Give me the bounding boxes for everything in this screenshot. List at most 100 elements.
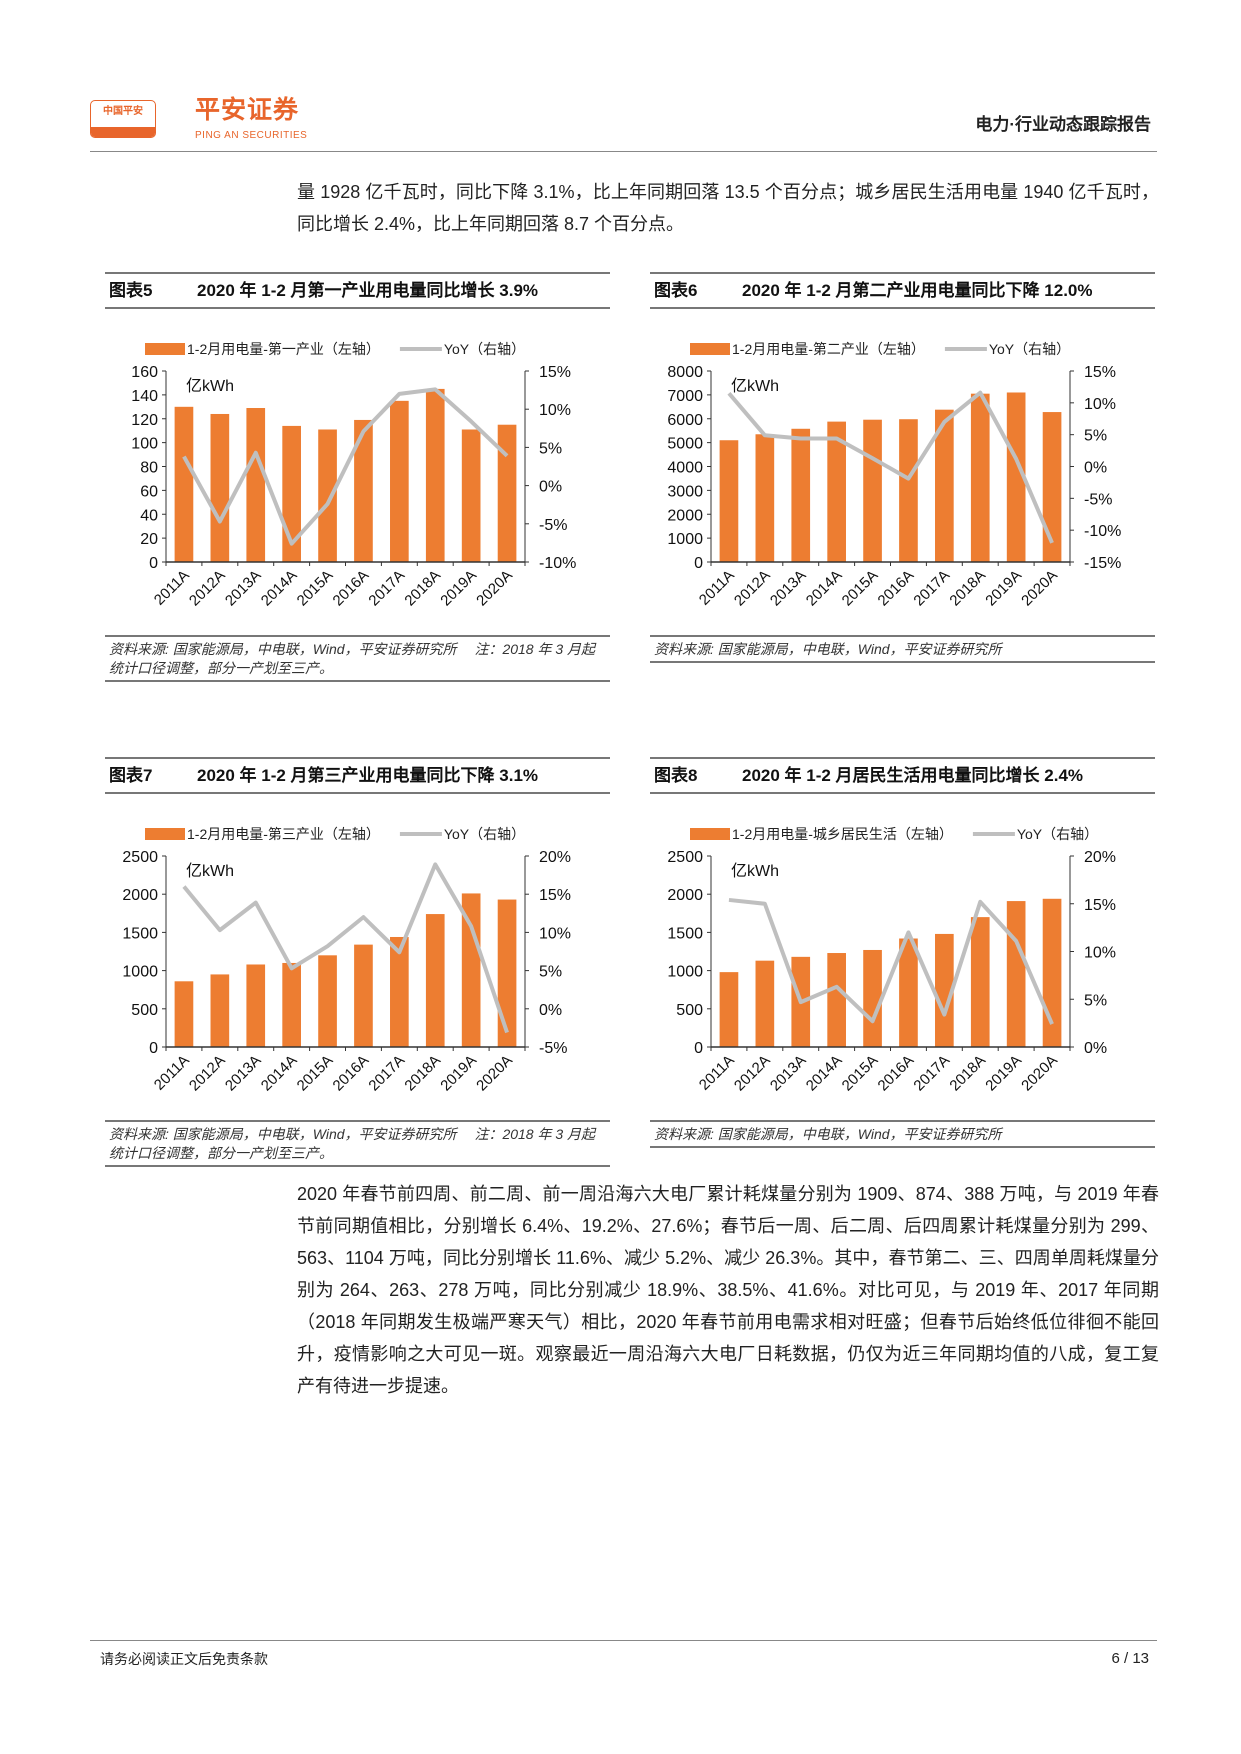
x-tick-label: 2019A <box>437 567 480 610</box>
x-tick-label: 2012A <box>186 1052 229 1095</box>
x-tick-label: 2018A <box>401 1052 444 1095</box>
bar-2014A <box>827 421 846 562</box>
figure-source: 资料来源: 国家能源局，中电联，Wind，平安证券研究所 注：2018 年 3 … <box>105 635 610 682</box>
bar-2012A <box>210 413 230 562</box>
bar-2014A <box>282 962 301 1047</box>
legend-bar-swatch <box>690 828 730 840</box>
x-tick-label: 2019A <box>982 1052 1025 1095</box>
y-right-tick-label: -5% <box>1084 491 1112 508</box>
y-left-tick-label: 8000 <box>667 364 703 381</box>
x-tick-label: 2014A <box>803 567 846 610</box>
yoy-line <box>728 897 1054 1025</box>
yoy-line <box>182 387 509 546</box>
y-left-tick-label: 3000 <box>667 483 703 500</box>
y-right-tick-label: 5% <box>539 440 562 457</box>
figure-title: 图表5 2020 年 1-2 月第一产业用电量同比增长 3.9% <box>105 272 610 309</box>
legend-bar-label: 1-2月用电量-第一产业（左轴） <box>187 341 380 357</box>
intro-paragraph: 量 1928 亿千瓦时，同比下降 3.1%，比上年同期回落 13.5 个百分点；… <box>297 176 1159 240</box>
legend-bar-label: 1-2月用电量-第三产业（左轴） <box>187 826 380 842</box>
y-left-tick-label: 2500 <box>122 849 158 866</box>
x-tick-label: 2014A <box>258 1052 301 1095</box>
y-left-tick-label: 1000 <box>667 531 703 548</box>
y-left-tick-label: 1000 <box>667 964 703 981</box>
intro-text: 量 1928 亿千瓦时，同比下降 3.1%，比上年同期回落 13.5 个百分点；… <box>297 182 1159 234</box>
bar-2014A <box>827 953 846 1047</box>
x-tick-label: 2011A <box>151 1052 193 1094</box>
figure-title: 图表6 2020 年 1-2 月第二产业用电量同比下降 12.0% <box>650 272 1155 309</box>
figure-6: 图表6 2020 年 1-2 月第二产业用电量同比下降 12.0% 1-2月用电量… <box>650 272 1155 663</box>
bar-2013A <box>246 964 266 1047</box>
y-right-tick-label: 0% <box>1084 460 1107 477</box>
y-right-tick-label: 15% <box>539 364 571 381</box>
x-tick-label: 2017A <box>910 567 953 610</box>
y-right-tick-label: 15% <box>1084 897 1116 914</box>
x-tick-label: 2016A <box>875 567 918 610</box>
x-tick-label: 2013A <box>222 1052 265 1095</box>
bar-2013A <box>246 408 266 562</box>
figure-title-text: 2020 年 1-2 月第一产业用电量同比增长 3.9% <box>197 281 539 300</box>
body-text: 2020 年春节前四周、前二周、前一周沿海六大电厂累计耗煤量分别为 1909、8… <box>297 1184 1159 1396</box>
legend-bar-label: 1-2月用电量-城乡居民生活（左轴） <box>732 826 953 842</box>
x-tick-label: 2018A <box>946 567 989 610</box>
x-tick-label: 2011A <box>696 1052 738 1094</box>
x-tick-label: 2014A <box>258 567 301 610</box>
y-left-tick-label: 500 <box>676 1002 703 1019</box>
x-tick-label: 2017A <box>365 1052 408 1095</box>
figure-title: 图表8 2020 年 1-2 月居民生活用电量同比增长 2.4% <box>650 757 1155 794</box>
figure-title: 图表7 2020 年 1-2 月第三产业用电量同比下降 3.1% <box>105 757 610 794</box>
y-left-tick-label: 160 <box>131 364 158 381</box>
header-divider <box>90 151 1157 152</box>
bar-2011A <box>174 406 194 562</box>
figure-title-text: 2020 年 1-2 月第二产业用电量同比下降 12.0% <box>742 281 1093 300</box>
figure-source: 资料来源: 国家能源局，中电联，Wind，平安证券研究所 注：2018 年 3 … <box>105 1120 610 1167</box>
figure-number: 图表7 <box>109 766 153 785</box>
bar-2016A <box>354 944 373 1047</box>
x-tick-label: 2012A <box>731 1052 774 1095</box>
bar-2011A <box>719 972 739 1047</box>
x-tick-label: 2016A <box>330 1052 373 1095</box>
y-left-tick-label: 140 <box>131 388 158 405</box>
logo-bar <box>91 127 155 137</box>
x-tick-label: 2013A <box>767 567 810 610</box>
x-tick-label: 2018A <box>401 567 444 610</box>
bar-2015A <box>863 419 882 562</box>
page-number: 6 / 13 <box>1111 1650 1149 1667</box>
bar-2015A <box>318 429 337 562</box>
y-left-tick-label: 120 <box>131 412 158 429</box>
china-pingan-logo: 中国平安 <box>90 100 156 138</box>
bar-2012A <box>755 434 775 562</box>
bar-2020A <box>497 424 517 562</box>
y-left-tick-label: 2000 <box>122 887 158 904</box>
bar-2017A <box>390 936 409 1047</box>
y-left-tick-label: 0 <box>694 1040 703 1057</box>
x-tick-label: 2016A <box>875 1052 918 1095</box>
y-right-tick-label: -10% <box>539 555 576 572</box>
bar-2018A <box>425 914 445 1047</box>
bar-2020A <box>1042 412 1062 562</box>
x-tick-label: 2020A <box>473 567 516 610</box>
y-right-tick-label: 20% <box>539 849 571 866</box>
y-right-tick-label: -5% <box>539 1040 567 1057</box>
y-left-tick-label: 100 <box>131 436 158 453</box>
x-tick-label: 2015A <box>294 1052 337 1095</box>
y-left-tick-label: 5000 <box>667 436 703 453</box>
x-tick-label: 2011A <box>151 567 193 609</box>
x-tick-label: 2015A <box>839 567 882 610</box>
bar-2012A <box>755 960 775 1047</box>
bar-2019A <box>461 893 481 1047</box>
bar-2016A <box>899 419 918 562</box>
y-right-tick-label: 10% <box>539 925 571 942</box>
yoy-line <box>727 390 1054 544</box>
y-left-tick-label: 4000 <box>667 460 703 477</box>
x-tick-label: 2012A <box>731 567 774 610</box>
figure-title-text: 2020 年 1-2 月居民生活用电量同比增长 2.4% <box>742 766 1084 785</box>
y-right-tick-label: 0% <box>539 479 562 496</box>
chart-figure-5: 1-2月用电量-第一产业（左轴） YoY（右轴） 0 20 40 60 80 100 120 14… <box>131 341 576 610</box>
bar-2019A <box>1006 392 1026 562</box>
y-left-tick-label: 1500 <box>667 925 703 942</box>
figure-source: 资料来源: 国家能源局，中电联，Wind，平安证券研究所 <box>650 1120 1155 1148</box>
x-tick-label: 2011A <box>696 567 738 609</box>
bar-2016A <box>899 938 918 1047</box>
figure-title-text: 2020 年 1-2 月第三产业用电量同比下降 3.1% <box>197 766 539 785</box>
y-right-tick-label: 5% <box>539 964 562 981</box>
